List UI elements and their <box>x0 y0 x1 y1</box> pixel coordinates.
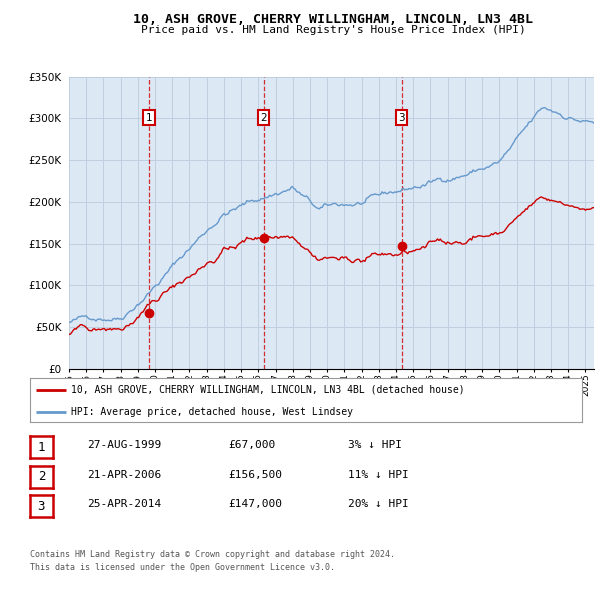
Text: 11% ↓ HPI: 11% ↓ HPI <box>348 470 409 480</box>
Text: 3% ↓ HPI: 3% ↓ HPI <box>348 441 402 450</box>
Text: 3: 3 <box>38 500 45 513</box>
Text: 27-AUG-1999: 27-AUG-1999 <box>87 441 161 450</box>
Text: £147,000: £147,000 <box>228 500 282 509</box>
Text: 10, ASH GROVE, CHERRY WILLINGHAM, LINCOLN, LN3 4BL: 10, ASH GROVE, CHERRY WILLINGHAM, LINCOL… <box>133 13 533 26</box>
Text: 1: 1 <box>146 113 152 123</box>
Text: £156,500: £156,500 <box>228 470 282 480</box>
Text: 2: 2 <box>38 470 45 483</box>
Text: Contains HM Land Registry data © Crown copyright and database right 2024.: Contains HM Land Registry data © Crown c… <box>30 550 395 559</box>
Text: 25-APR-2014: 25-APR-2014 <box>87 500 161 509</box>
Text: £67,000: £67,000 <box>228 441 275 450</box>
Text: Price paid vs. HM Land Registry's House Price Index (HPI): Price paid vs. HM Land Registry's House … <box>140 25 526 35</box>
Text: 2: 2 <box>260 113 267 123</box>
Text: HPI: Average price, detached house, West Lindsey: HPI: Average price, detached house, West… <box>71 407 353 417</box>
Text: 1: 1 <box>38 441 45 454</box>
Text: 21-APR-2006: 21-APR-2006 <box>87 470 161 480</box>
Text: 20% ↓ HPI: 20% ↓ HPI <box>348 500 409 509</box>
Text: 3: 3 <box>398 113 405 123</box>
Text: 10, ASH GROVE, CHERRY WILLINGHAM, LINCOLN, LN3 4BL (detached house): 10, ASH GROVE, CHERRY WILLINGHAM, LINCOL… <box>71 385 465 395</box>
Text: This data is licensed under the Open Government Licence v3.0.: This data is licensed under the Open Gov… <box>30 563 335 572</box>
